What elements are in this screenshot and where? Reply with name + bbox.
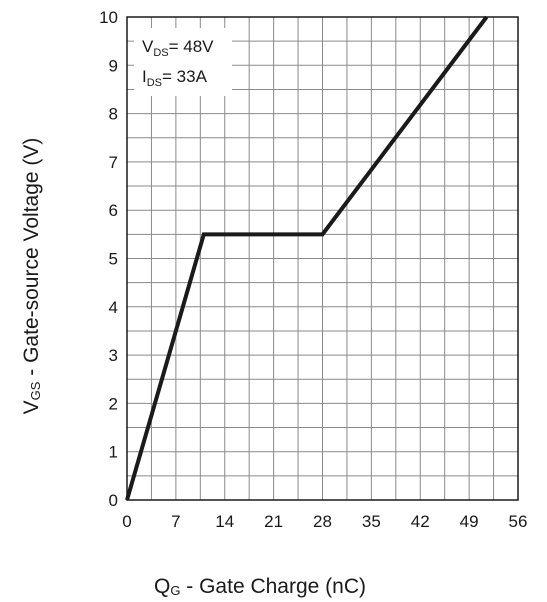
y-tick-label: 10 (99, 8, 118, 27)
x-tick-label: 0 (122, 512, 131, 531)
y-axis-label: VGS - Gate-source Voltage (V) (20, 138, 43, 415)
y-tick-label: 4 (109, 298, 118, 317)
x-axis-label: QG - Gate Charge (nC) (154, 575, 366, 598)
y-tick-label: 1 (109, 443, 118, 462)
y-tick-label: 9 (109, 56, 118, 75)
series-line-vgs (125, 15, 489, 501)
plot-frame (126, 16, 519, 501)
y-tick-label: 3 (109, 346, 118, 365)
annotation-ids: IDS= 33A (142, 67, 208, 89)
x-tick-label: 49 (460, 512, 479, 531)
y-tick-label: 7 (109, 153, 118, 172)
x-tick-label: 21 (264, 512, 283, 531)
y-tick-labels: 0 1 2 3 4 5 6 7 8 9 10 (99, 8, 118, 510)
x-tick-label: 35 (362, 512, 381, 531)
y-tick-label: 0 (109, 491, 118, 510)
y-tick-label: 2 (109, 394, 118, 413)
annotation-vds: VDS= 48V (142, 37, 214, 59)
y-tick-label: 6 (109, 201, 118, 220)
x-tick-label: 56 (509, 512, 528, 531)
y-tick-label: 8 (109, 105, 118, 124)
x-tick-label: 42 (411, 512, 430, 531)
x-tick-label: 14 (215, 512, 234, 531)
x-tick-label: 7 (171, 512, 180, 531)
x-tick-labels: 0 7 14 21 28 35 42 49 56 (122, 512, 527, 531)
y-tick-label: 5 (109, 250, 118, 269)
annotation-box: VDS= 48V IDS= 33A (134, 28, 232, 96)
x-tick-label: 28 (313, 512, 332, 531)
